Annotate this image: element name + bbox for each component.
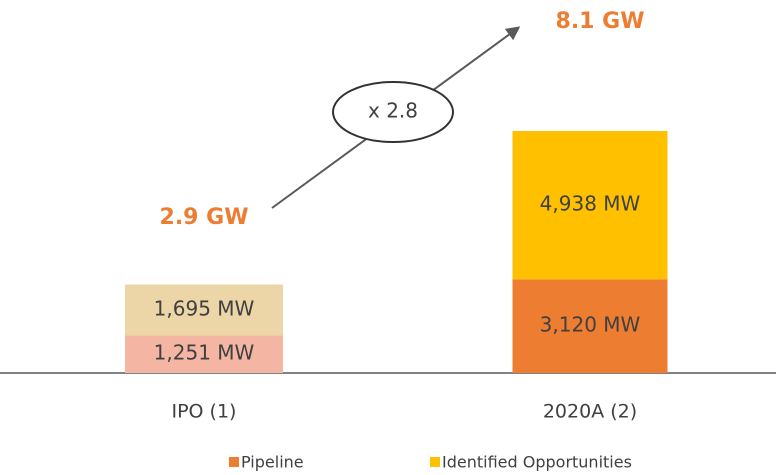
total-label: 2.9 GW [160,205,249,230]
value-label: 3,120 MW [540,313,641,337]
bar-segment [512,279,668,373]
legend-label: Pipeline [241,453,304,472]
legend-label: Identified Opportunities [442,453,632,472]
bar-segment [125,284,283,336]
legend-swatch [229,457,239,467]
value-label: 1,251 MW [154,341,255,365]
value-label: 1,695 MW [154,296,255,320]
bar-segment [512,131,668,280]
bar-segment [125,335,283,373]
value-label: 4,938 MW [540,192,641,216]
total-label: 8.1 GW [556,9,645,34]
x-tick-label: 2020A (2) [543,401,637,423]
legend-swatch [430,457,440,467]
growth-label: x 2.8 [368,99,418,123]
growth-ellipse [332,81,454,143]
x-tick-label: IPO (1) [172,401,237,423]
